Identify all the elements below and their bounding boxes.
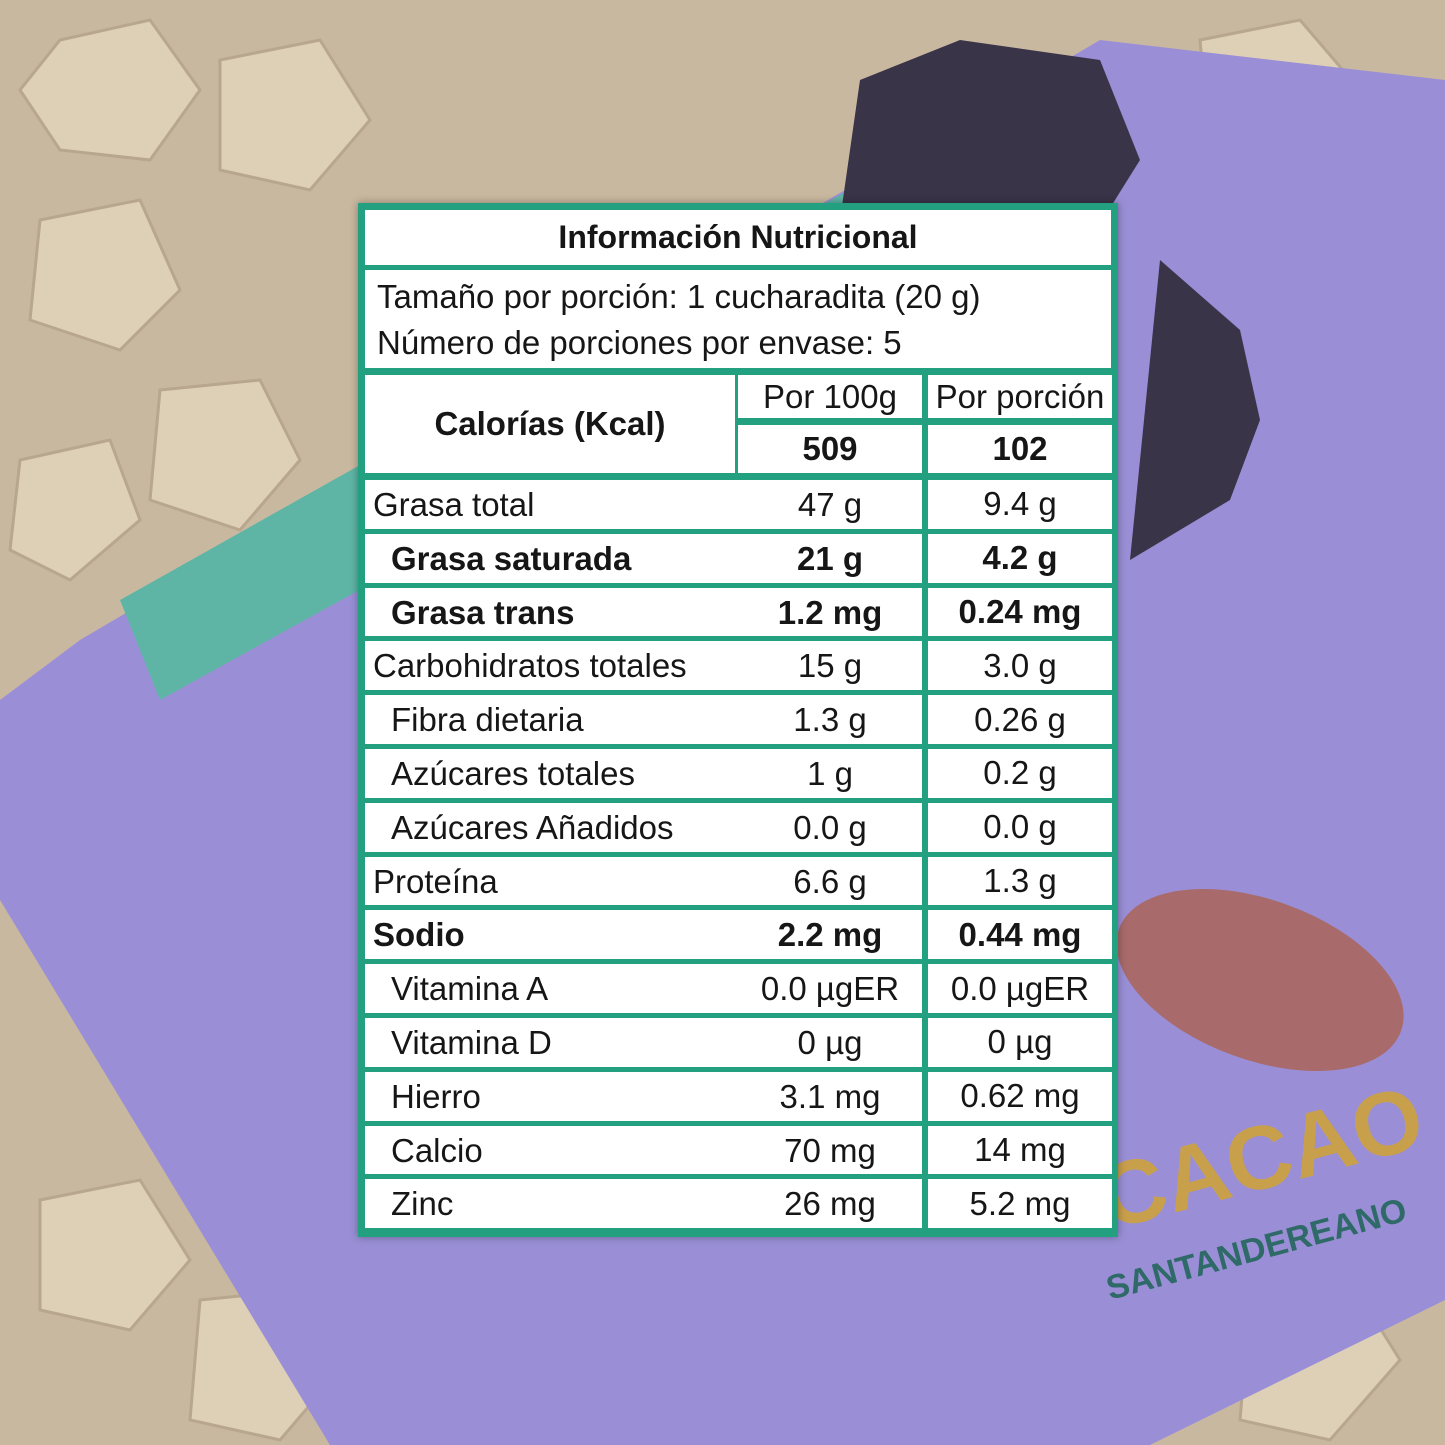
calories-label: Calorías (Kcal) bbox=[365, 375, 735, 473]
nutrient-row: Grasa saturada 21 g bbox=[365, 533, 922, 583]
value-per-portion: 0.24 mg bbox=[928, 587, 1112, 637]
nutrient-name: Calcio bbox=[391, 1131, 483, 1169]
nutrient-row: Proteína 6.6 g bbox=[365, 856, 922, 906]
value-per-100g: 47 g bbox=[797, 486, 863, 523]
value-per-100g: 1 g bbox=[807, 755, 853, 792]
nutrient-name: Proteína bbox=[373, 862, 498, 900]
nutrient-row: Grasa total 47 g bbox=[365, 480, 922, 529]
value-per-100g: 15 g bbox=[797, 647, 863, 685]
nutrient-name: Azúcares totales bbox=[391, 755, 635, 792]
title: Información Nutricional bbox=[365, 210, 1111, 265]
nutrient-name: Azúcares Añadidos bbox=[391, 808, 674, 846]
nutrient-row: Vitamina A 0.0 µgER bbox=[365, 964, 922, 1013]
value-per-portion: 14 mg bbox=[928, 1125, 1112, 1175]
nutrient-row: Vitamina D 0 µg bbox=[365, 1018, 922, 1067]
servings-per-container: Número de porciones por envase: 5 bbox=[377, 324, 902, 361]
value-per-100g: 70 mg bbox=[784, 1131, 876, 1169]
value-per-100g: 3.1 mg bbox=[779, 1077, 881, 1115]
value-per-portion: 0 µg bbox=[928, 1018, 1112, 1067]
value-per-portion: 0.26 g bbox=[928, 695, 1112, 744]
nutrient-row: Fibra dietaria 1.3 g bbox=[365, 695, 922, 744]
nutrient-row: Carbohidratos totales 15 g bbox=[365, 641, 922, 691]
nutrient-name: Vitamina A bbox=[391, 970, 549, 1008]
nutrient-name: Fibra dietaria bbox=[391, 701, 584, 739]
column-header: Por 100g bbox=[738, 375, 922, 418]
calories-value: 509 bbox=[738, 425, 922, 473]
value-per-100g: 21 g bbox=[796, 539, 864, 577]
nutrition-label: Información Nutricional Tamaño por porció… bbox=[358, 203, 1118, 1237]
nutrient-row: Zinc 26 mg bbox=[365, 1179, 922, 1229]
nutrient-row: Azúcares Añadidos 0.0 g bbox=[365, 802, 922, 852]
nutrient-row: Azúcares totales 1 g bbox=[365, 749, 922, 798]
value-per-portion: 0.0 µgER bbox=[928, 964, 1112, 1013]
nutrient-name: Vitamina D bbox=[391, 1024, 552, 1061]
value-per-100g: 0.0 g bbox=[793, 808, 867, 846]
value-per-portion: 3.0 g bbox=[928, 641, 1112, 691]
nutrient-row: Hierro 3.1 mg bbox=[365, 1071, 922, 1121]
nutrient-name: Carbohidratos totales bbox=[373, 647, 687, 685]
nutrient-row: Grasa trans 1.2 mg bbox=[365, 587, 922, 637]
nutrient-name: Grasa total bbox=[373, 486, 535, 523]
value-per-100g: 1.2 mg bbox=[777, 593, 883, 631]
value-per-100g: 26 mg bbox=[784, 1185, 876, 1223]
nutrient-row: Calcio 70 mg bbox=[365, 1125, 922, 1175]
value-per-100g: 0 µg bbox=[797, 1024, 863, 1061]
value-per-portion: 9.4 g bbox=[928, 480, 1112, 529]
calories-value: 102 bbox=[928, 425, 1112, 473]
nutrient-row: Sodio 2.2 mg bbox=[365, 910, 922, 960]
value-per-portion: 1.3 g bbox=[928, 856, 1112, 906]
value-per-100g: 2.2 mg bbox=[777, 916, 883, 954]
value-per-portion: 0.2 g bbox=[928, 749, 1112, 798]
value-per-100g: 0.0 µgER bbox=[760, 970, 900, 1008]
column-header: Por porción bbox=[928, 375, 1112, 418]
value-per-portion: 0.44 mg bbox=[928, 910, 1112, 960]
nutrient-name: Grasa trans bbox=[391, 593, 575, 631]
serving-size: Tamaño por porción: 1 cucharadita (20 g) bbox=[377, 278, 981, 315]
value-per-100g: 6.6 g bbox=[793, 862, 867, 900]
nutrient-name: Hierro bbox=[391, 1077, 481, 1115]
value-per-100g: 1.3 g bbox=[793, 701, 867, 739]
value-per-portion: 4.2 g bbox=[928, 533, 1112, 583]
nutrient-name: Sodio bbox=[373, 916, 465, 954]
value-per-portion: 5.2 mg bbox=[928, 1179, 1112, 1229]
nutrient-name: Zinc bbox=[391, 1185, 454, 1223]
nutrient-name: Grasa saturada bbox=[391, 539, 632, 577]
value-per-portion: 0.0 g bbox=[928, 802, 1112, 852]
value-per-portion: 0.62 mg bbox=[928, 1071, 1112, 1121]
serving-info: Tamaño por porción: 1 cucharadita (20 g)… bbox=[365, 270, 1111, 368]
